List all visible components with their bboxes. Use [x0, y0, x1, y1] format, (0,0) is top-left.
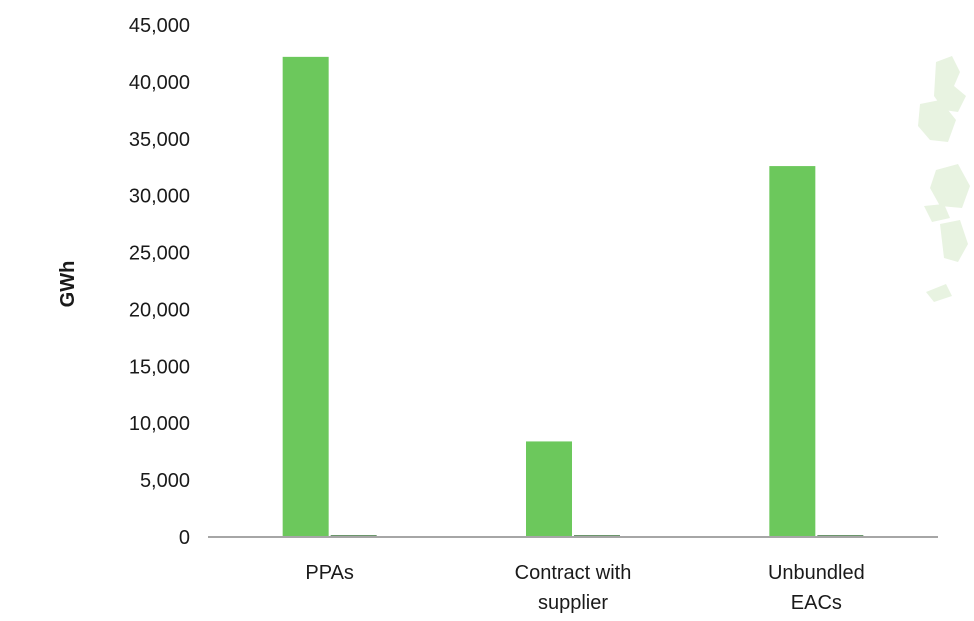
x-tick-label: PPAs: [305, 562, 354, 584]
y-axis-label: GWh: [57, 261, 79, 308]
bar-series-1-category-1: [282, 56, 329, 537]
y-tick-label: 35,000: [129, 129, 190, 151]
map-shape: [926, 284, 952, 302]
map-shape: [930, 164, 970, 208]
x-tick-label: Unbundled: [768, 562, 865, 584]
x-tick-label: EACs: [791, 592, 842, 614]
y-tick-label: 10,000: [129, 413, 190, 435]
map-shape: [924, 204, 950, 222]
y-axis-tick-labels: 0 5,000 10,000 15,000 20,000 25,000 30,000 35,0…: [129, 15, 190, 549]
y-tick-label: 30,000: [129, 186, 190, 208]
y-tick-label: 20,000: [129, 299, 190, 321]
y-tick-label: 15,000: [129, 356, 190, 378]
map-shape: [940, 220, 968, 262]
y-tick-label: 25,000: [129, 243, 190, 265]
map-shape: [918, 100, 956, 142]
y-tick-label: 5,000: [140, 470, 190, 492]
map-shape: [934, 56, 966, 112]
y-tick-label: 40,000: [129, 72, 190, 94]
x-axis-tick-labels: PPAs Contract with supplier Unbundled EACs: [305, 562, 864, 614]
background-map-decoration: [918, 56, 970, 302]
bar-series-1-category-2: [526, 441, 572, 537]
y-tick-label: 0: [179, 527, 190, 549]
bars: [282, 56, 864, 537]
x-tick-label: Contract with: [515, 562, 632, 584]
x-tick-label: supplier: [538, 592, 608, 614]
bar-series-1-category-3: [769, 166, 816, 537]
y-tick-label: 45,000: [129, 15, 190, 37]
